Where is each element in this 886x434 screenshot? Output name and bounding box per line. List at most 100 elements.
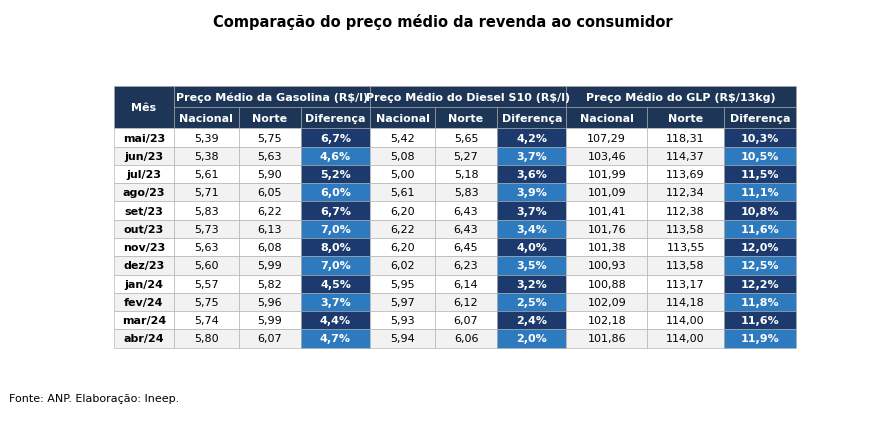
Text: 3,6%: 3,6%	[517, 170, 548, 180]
Text: 118,31: 118,31	[666, 133, 705, 143]
Text: 5,65: 5,65	[454, 133, 478, 143]
Bar	[370, 129, 435, 147]
Bar	[647, 165, 724, 184]
Text: 5,80: 5,80	[194, 334, 219, 344]
Text: 103,46: 103,46	[587, 151, 626, 161]
Bar	[370, 202, 435, 220]
Bar	[724, 293, 796, 311]
Text: 113,17: 113,17	[666, 279, 705, 289]
Bar	[238, 275, 301, 293]
Bar	[174, 87, 370, 108]
Text: 4,6%: 4,6%	[320, 151, 351, 161]
Bar	[114, 220, 174, 238]
Bar	[174, 220, 238, 238]
Bar	[174, 329, 238, 348]
Bar	[370, 329, 435, 348]
Text: 100,93: 100,93	[587, 261, 626, 271]
Text: 6,06: 6,06	[454, 334, 478, 344]
Bar	[724, 129, 796, 147]
Text: 5,83: 5,83	[194, 206, 219, 216]
Bar	[174, 147, 238, 165]
Text: 6,20: 6,20	[390, 206, 415, 216]
Bar	[647, 238, 724, 256]
Bar	[566, 293, 647, 311]
Text: 101,76: 101,76	[587, 224, 626, 234]
Text: 6,02: 6,02	[390, 261, 415, 271]
Text: 5,08: 5,08	[390, 151, 415, 161]
Text: 5,83: 5,83	[454, 188, 478, 198]
Bar	[435, 293, 497, 311]
Text: 7,0%: 7,0%	[320, 261, 351, 271]
Bar	[647, 329, 724, 348]
Text: Diferença: Diferença	[730, 114, 790, 124]
Bar	[497, 293, 566, 311]
Bar	[435, 256, 497, 275]
Bar	[301, 275, 370, 293]
Text: 5,74: 5,74	[194, 316, 219, 326]
Text: 5,95: 5,95	[390, 279, 415, 289]
Text: 10,5%: 10,5%	[741, 151, 780, 161]
Text: 6,22: 6,22	[257, 206, 282, 216]
Bar	[114, 256, 174, 275]
Text: 5,61: 5,61	[194, 170, 219, 180]
Bar	[114, 202, 174, 220]
Text: 6,45: 6,45	[454, 243, 478, 253]
Text: 5,38: 5,38	[194, 151, 219, 161]
Text: 114,00: 114,00	[666, 316, 705, 326]
Text: 102,09: 102,09	[587, 297, 626, 307]
Text: nov/23: nov/23	[123, 243, 165, 253]
Bar	[566, 87, 796, 108]
Bar	[114, 329, 174, 348]
Bar	[370, 311, 435, 329]
Text: 113,58: 113,58	[666, 261, 705, 271]
Text: 6,05: 6,05	[258, 188, 282, 198]
Text: 3,7%: 3,7%	[517, 151, 548, 161]
Text: 12,0%: 12,0%	[741, 243, 780, 253]
Bar	[724, 329, 796, 348]
Bar	[497, 129, 566, 147]
Bar	[647, 202, 724, 220]
Bar	[301, 329, 370, 348]
Bar	[435, 108, 497, 129]
Bar	[435, 165, 497, 184]
Text: 5,2%: 5,2%	[320, 170, 351, 180]
Bar	[301, 129, 370, 147]
Text: Fonte: ANP. Elaboração: Ineep.: Fonte: ANP. Elaboração: Ineep.	[9, 393, 179, 403]
Text: 2,5%: 2,5%	[517, 297, 548, 307]
Text: 11,1%: 11,1%	[741, 188, 780, 198]
Text: 11,9%: 11,9%	[741, 334, 780, 344]
Text: 107,29: 107,29	[587, 133, 626, 143]
Text: 5,90: 5,90	[258, 170, 282, 180]
Text: 5,82: 5,82	[257, 279, 282, 289]
Text: Preço Médio do Diesel S10 (R$/l): Preço Médio do Diesel S10 (R$/l)	[366, 92, 571, 103]
Bar	[301, 108, 370, 129]
Bar	[238, 108, 301, 129]
Text: 6,12: 6,12	[454, 297, 478, 307]
Text: 112,38: 112,38	[666, 206, 705, 216]
Text: 5,63: 5,63	[194, 243, 219, 253]
Text: 7,0%: 7,0%	[320, 224, 351, 234]
Bar	[647, 256, 724, 275]
Bar	[724, 165, 796, 184]
Text: ago/23: ago/23	[123, 188, 165, 198]
Text: 4,0%: 4,0%	[517, 243, 548, 253]
Text: Norte: Norte	[668, 114, 703, 124]
Bar	[301, 147, 370, 165]
Bar	[370, 108, 435, 129]
Bar	[435, 220, 497, 238]
Text: 4,5%: 4,5%	[320, 279, 351, 289]
Text: 114,18: 114,18	[666, 297, 705, 307]
Text: 101,99: 101,99	[587, 170, 626, 180]
Bar	[497, 311, 566, 329]
Text: 6,7%: 6,7%	[320, 206, 351, 216]
Bar	[647, 147, 724, 165]
Text: Diferença: Diferença	[305, 114, 366, 124]
Bar	[724, 147, 796, 165]
Text: 113,69: 113,69	[666, 170, 705, 180]
Bar	[301, 202, 370, 220]
Text: 3,5%: 3,5%	[517, 261, 547, 271]
Bar	[238, 147, 301, 165]
Bar	[566, 108, 647, 129]
Text: 5,63: 5,63	[258, 151, 282, 161]
Bar	[566, 220, 647, 238]
